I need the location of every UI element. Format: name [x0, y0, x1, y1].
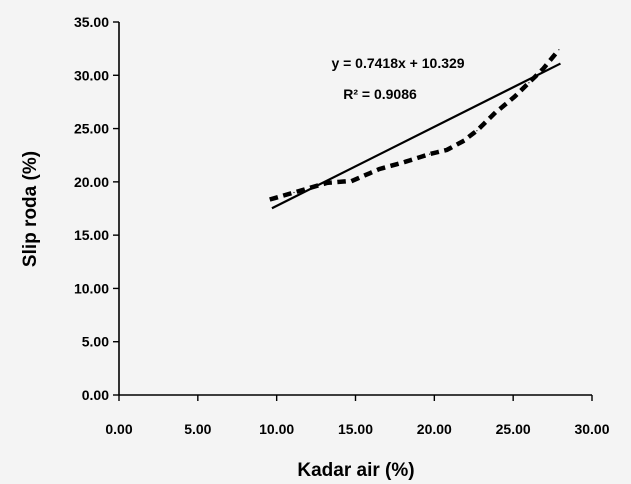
- data-point: [351, 180, 353, 182]
- data-point: [528, 82, 530, 84]
- data-point: [446, 149, 448, 151]
- y-tick-label: 25.00: [74, 121, 109, 137]
- data-point: [378, 168, 380, 170]
- y-tick-label: 35.00: [74, 14, 109, 30]
- x-tick-label: 0.00: [105, 421, 132, 437]
- ticks: 0.00 5.00 10.00 15.00 20.00 25.00 30.00 35.00 0.…: [74, 14, 610, 437]
- y-tick-label: 5.00: [82, 334, 109, 350]
- y-axis-title: Slip roda (%): [20, 151, 41, 267]
- data-point: [462, 140, 464, 142]
- data-point: [326, 182, 328, 184]
- axes: [118, 22, 592, 396]
- trendline-equation: y = 0.7418x + 10.329: [331, 55, 464, 71]
- x-tick-label: 20.00: [417, 421, 452, 437]
- data-point: [429, 153, 431, 155]
- y-tick-label: 20.00: [74, 174, 109, 190]
- x-axis-title: Kadar air (%): [297, 460, 414, 481]
- y-tick-label: 30.00: [74, 67, 109, 83]
- data-point: [558, 49, 560, 51]
- y-tick-label: 15.00: [74, 227, 109, 243]
- data-point: [514, 96, 516, 98]
- x-tick-label: 30.00: [574, 421, 609, 437]
- data-point: [493, 113, 495, 115]
- x-tick-label: 15.00: [338, 421, 373, 437]
- trendline: [271, 62, 561, 210]
- data-point: [293, 191, 295, 194]
- y-tick-label: 0.00: [82, 387, 109, 403]
- trendline-r-squared: R² = 0.9086: [343, 86, 417, 102]
- x-tick-label: 10.00: [259, 421, 294, 437]
- plot-marks: [269, 46, 563, 210]
- y-tick-label: 10.00: [74, 280, 109, 296]
- x-tick-label: 5.00: [184, 421, 211, 437]
- data-point: [271, 198, 273, 200]
- x-tick-label: 25.00: [496, 421, 531, 437]
- data-point: [542, 68, 544, 70]
- dotted-series-line: [269, 46, 563, 202]
- data-point: [476, 130, 478, 132]
- data-point: [405, 161, 407, 163]
